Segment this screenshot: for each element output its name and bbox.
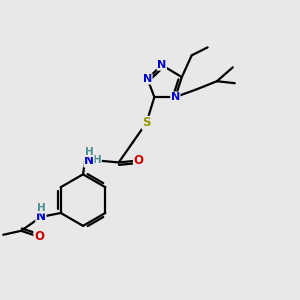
Text: S: S (142, 116, 151, 129)
Text: O: O (34, 230, 44, 243)
Text: N: N (36, 210, 46, 224)
Text: N: N (157, 60, 167, 70)
Text: N: N (84, 154, 94, 167)
Text: H: H (85, 146, 93, 157)
Text: O: O (134, 154, 143, 167)
Text: N: N (143, 74, 152, 84)
Text: H: H (37, 203, 45, 213)
Text: N: N (171, 92, 180, 102)
Text: H: H (92, 155, 101, 166)
